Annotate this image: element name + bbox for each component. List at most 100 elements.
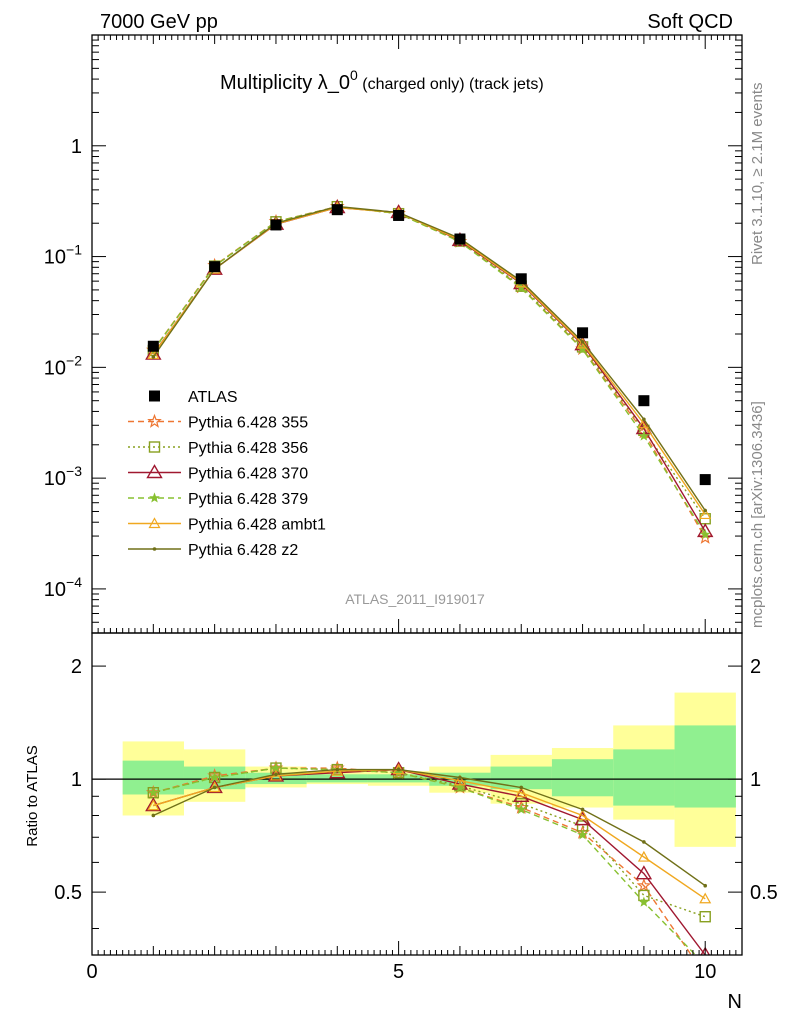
mcplots-label: mcplots.cern.ch [arXiv:1306.3436] xyxy=(749,401,766,628)
legend-entry-p370: Pythia 6.428 370 xyxy=(128,464,308,483)
ratio-point-p379 xyxy=(454,781,466,793)
ratio-point-z2 xyxy=(274,772,278,777)
legend-entry-ambt1: Pythia 6.428 ambt1 xyxy=(128,517,326,534)
x-tick-label: 0 xyxy=(86,961,97,983)
uncertainty-band-inner xyxy=(551,759,614,797)
data-point-atlas xyxy=(209,261,221,273)
ratio-point-ambt1 xyxy=(637,850,650,862)
y-tick-label: 10−4 xyxy=(44,574,82,601)
series-line-p356 xyxy=(152,205,706,520)
ratio-point-z2 xyxy=(519,785,524,790)
rivet-label: Rivet 3.1.10, ≥ 2.1M events xyxy=(749,83,766,266)
x-axis-label: N xyxy=(728,991,742,1013)
ratio-point-p379 xyxy=(638,896,650,907)
ratio-point-p370 xyxy=(700,946,711,955)
ratio-point-p356 xyxy=(699,911,711,923)
series-line-p370 xyxy=(152,206,706,532)
ratio-point-z2 xyxy=(151,813,156,818)
legend-label: Pythia 6.428 379 xyxy=(188,491,308,508)
legend-label: ATLAS xyxy=(188,389,238,406)
ratio-point-z2 xyxy=(335,767,340,772)
x-tick-label: 10 xyxy=(694,961,716,983)
ratio-y-tick-label: 1 xyxy=(71,769,82,791)
ratio-point-z2 xyxy=(642,840,646,844)
ratio-y-tick-label-right: 0.5 xyxy=(750,882,778,904)
ratio-point-ambt1 xyxy=(147,799,160,811)
energy-label: 7000 GeV pp xyxy=(100,11,218,33)
ratio-point-z2 xyxy=(703,883,708,888)
ratio-point-ambt1 xyxy=(515,786,528,798)
ratio-point-p379 xyxy=(209,771,220,783)
data-point-atlas xyxy=(331,204,343,216)
ratio-point-ambt1 xyxy=(576,809,589,821)
data-point-p379 xyxy=(638,430,650,441)
plot-title-main: Multiplicity λ_0 xyxy=(220,72,350,94)
legend-marker xyxy=(148,517,161,529)
legend-entry-p356: Pythia 6.428 356 xyxy=(128,440,308,457)
ratio-y-tick-label: 0.5 xyxy=(54,882,82,904)
plot-title: Multiplicity λ_00 (charged only) (track … xyxy=(220,67,544,94)
ratio-line-p356 xyxy=(153,767,706,918)
series-line-z2 xyxy=(152,205,706,511)
legend-label: Pythia 6.428 z2 xyxy=(188,542,298,559)
ratio-point-p370 xyxy=(513,787,530,802)
data-point-ambt1 xyxy=(576,337,589,349)
legend-label: Pythia 6.428 370 xyxy=(188,466,308,483)
data-point-atlas xyxy=(515,273,527,285)
ratio-point-p379 xyxy=(147,787,159,798)
data-point-atlas xyxy=(638,395,650,407)
legend-entry-p379: Pythia 6.428 379 xyxy=(128,491,308,508)
data-point-atlas xyxy=(454,233,466,245)
legend-entry-ATLAS: ATLAS xyxy=(149,389,238,406)
legend-label: Pythia 6.428 355 xyxy=(188,415,308,432)
y-tick-label: 10−2 xyxy=(44,352,82,379)
series-line-p379 xyxy=(152,205,706,535)
data-point-atlas xyxy=(577,327,589,339)
uncertainty-band-inner xyxy=(613,749,675,806)
ratio-point-ambt1 xyxy=(453,774,466,786)
ratio-panel xyxy=(92,692,742,955)
legend-marker xyxy=(152,547,157,551)
legend-marker xyxy=(148,441,161,453)
y-tick-label: 10−1 xyxy=(44,242,82,269)
data-point-atlas xyxy=(147,340,159,352)
data-point-z2 xyxy=(642,417,646,422)
ratio-point-ambt1 xyxy=(699,892,712,904)
ratio-point-p355 xyxy=(636,877,652,893)
ratio-point-z2 xyxy=(580,807,585,812)
y-tick-label: 10−3 xyxy=(44,463,82,490)
legend-entry-p355: Pythia 6.428 355 xyxy=(128,413,308,432)
legend-label: Pythia 6.428 ambt1 xyxy=(188,517,326,534)
data-point-z2 xyxy=(151,355,156,359)
plot-title-sub: (charged only) (track jets) xyxy=(358,76,544,93)
y-tick-label: 1 xyxy=(71,136,82,158)
ratio-point-ambt1 xyxy=(331,764,344,776)
data-point-atlas xyxy=(270,219,282,231)
x-tick-label: 5 xyxy=(393,961,404,983)
ratio-point-z2 xyxy=(458,775,462,780)
ratio-point-p379 xyxy=(515,803,527,815)
data-point-atlas xyxy=(393,209,405,221)
ratio-line-p379 xyxy=(153,767,697,955)
data-point-z2 xyxy=(580,340,585,344)
uncertainty-band-inner xyxy=(490,766,552,790)
data-point-p355 xyxy=(697,529,713,544)
ratio-point-p370 xyxy=(635,865,653,880)
data-point-ambt1 xyxy=(699,508,712,520)
data-point-p379 xyxy=(699,528,711,540)
data-point-z2 xyxy=(703,508,708,513)
legend-marker xyxy=(146,464,163,479)
main-panel xyxy=(145,198,714,544)
ratio-point-p379 xyxy=(577,829,588,840)
legend-marker xyxy=(149,492,160,503)
ratio-line-ambt1 xyxy=(153,768,706,900)
ratio-point-z2 xyxy=(396,767,401,772)
legend: ATLAS Pythia 6.428 355 Pythia 6.428 356 Pyt… xyxy=(128,389,326,559)
plot-title-sup: 0 xyxy=(350,67,358,83)
process-label: Soft QCD xyxy=(647,11,733,33)
uncertainty-band-inner xyxy=(245,772,307,785)
legend-entry-z2: Pythia 6.428 z2 xyxy=(128,542,298,559)
ratio-line-z2 xyxy=(153,768,706,887)
ratio-point-z2 xyxy=(212,785,217,790)
